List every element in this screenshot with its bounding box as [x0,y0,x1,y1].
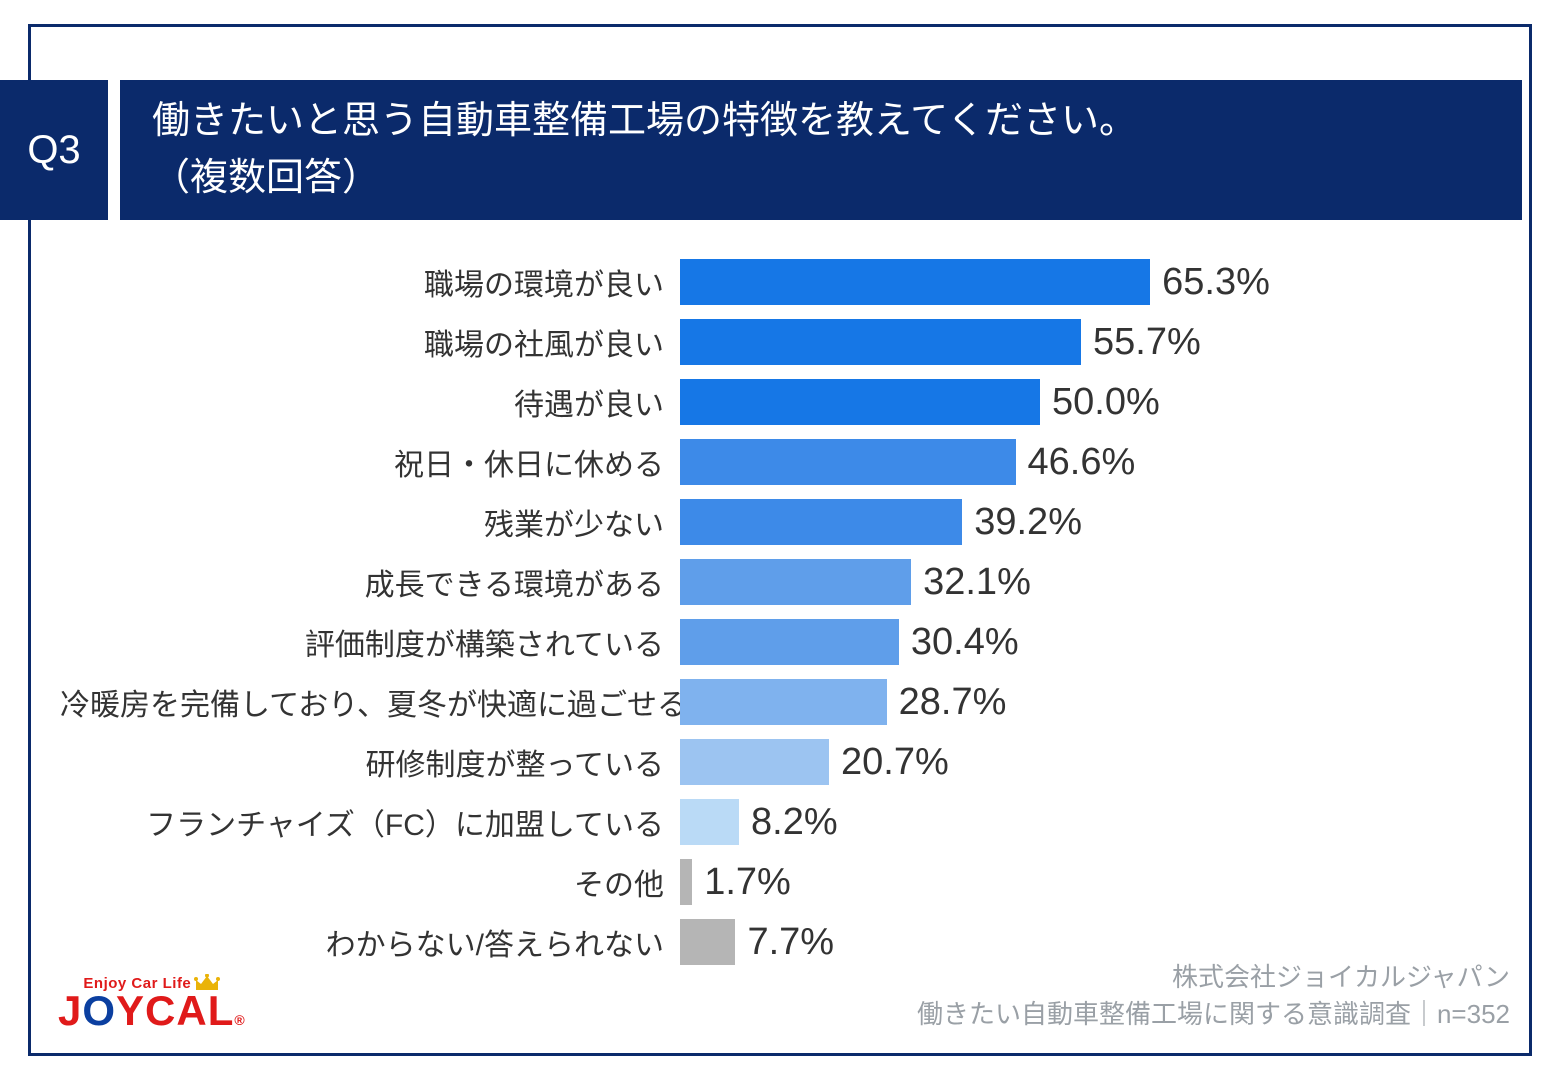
logo-char-a: A [176,990,207,1032]
bar-track: 46.6% [680,439,1400,485]
chart-row: フランチャイズ（FC）に加盟している 8.2% [60,792,1500,852]
bar-value-label: 50.0% [1040,381,1160,424]
bar-track: 50.0% [680,379,1400,425]
bar-category-label: わからない/答えられない [60,920,680,964]
bar [680,499,962,545]
registered-mark: ® [234,1013,245,1027]
bar [680,739,829,785]
bar-category-label: 冷暖房を完備しており、夏冬が快適に過ごせる [60,680,680,724]
bar-value-label: 65.3% [1150,261,1270,304]
chart-row: その他 1.7% [60,852,1500,912]
bar-category-label: 評価制度が構築されている [60,620,680,664]
bar-track: 55.7% [680,319,1400,365]
bar [680,319,1081,365]
bar-value-label: 30.4% [899,621,1019,664]
footer-survey-info: 働きたい自動車整備工場に関する意識調査｜n=352 [917,996,1510,1034]
bar-category-label: 職場の社風が良い [60,320,680,364]
bar-value-label: 20.7% [829,741,949,784]
chart-row: 祝日・休日に休める 46.6% [60,432,1500,492]
bar-value-label: 39.2% [962,501,1082,544]
bar-category-label: その他 [60,860,680,904]
logo-wordmark: J O YC A L ® [58,990,246,1032]
bar-track: 1.7% [680,859,1400,905]
footer-attribution: 株式会社ジョイカルジャパン 働きたい自動車整備工場に関する意識調査｜n=352 [917,959,1510,1034]
bar-value-label: 55.7% [1081,321,1201,364]
bar-category-label: 職場の環境が良い [60,260,680,304]
bar-value-label: 32.1% [911,561,1031,604]
bar-value-label: 28.7% [887,681,1007,724]
footer-company: 株式会社ジョイカルジャパン [917,959,1510,997]
logo-char: O [82,990,116,1032]
bar [680,859,692,905]
bar-category-label: フランチャイズ（FC）に加盟している [60,800,680,844]
bar-category-label: 成長できる環境がある [60,560,680,604]
bar-value-label: 8.2% [739,801,838,844]
bar [680,559,911,605]
bar-track: 28.7% [680,679,1400,725]
chart-row: 成長できる環境がある 32.1% [60,552,1500,612]
bar-category-label: 祝日・休日に休める [60,440,680,484]
joycal-logo: Enjoy Car Life J O YC A L ® [58,974,246,1032]
bar [680,379,1040,425]
bar-track: 30.4% [680,619,1400,665]
logo-a-letter: A [176,987,207,1034]
bar-track: 32.1% [680,559,1400,605]
question-header: Q3 働きたいと思う自動車整備工場の特徴を教えてください。（複数回答） [0,80,1522,220]
bar-track: 65.3% [680,259,1400,305]
chart-row: 冷暖房を完備しており、夏冬が快適に過ごせる 28.7% [60,672,1500,732]
chart-row: 職場の環境が良い 65.3% [60,252,1500,312]
header-gap [108,80,120,220]
bar [680,259,1150,305]
question-title: 働きたいと思う自動車整備工場の特徴を教えてください。（複数回答） [120,80,1522,220]
logo-char: YC [116,990,176,1032]
bar-value-label: 46.6% [1016,441,1136,484]
bar-category-label: 残業が少ない [60,500,680,544]
bar [680,439,1016,485]
chart-row: 残業が少ない 39.2% [60,492,1500,552]
bar-track: 8.2% [680,799,1400,845]
bar-chart: 職場の環境が良い 65.3% 職場の社風が良い 55.7% 待遇が良い 50.0% 祝日・休… [60,252,1500,1010]
logo-char: L [208,990,235,1032]
bar [680,919,735,965]
chart-row: 研修制度が整っている 20.7% [60,732,1500,792]
question-number-tag: Q3 [0,80,108,220]
bar [680,619,899,665]
bar-category-label: 研修制度が整っている [60,740,680,784]
logo-char: J [58,990,82,1032]
bar-track: 39.2% [680,499,1400,545]
bar [680,799,739,845]
chart-row: 待遇が良い 50.0% [60,372,1500,432]
chart-row: 職場の社風が良い 55.7% [60,312,1500,372]
bar [680,679,887,725]
bar-category-label: 待遇が良い [60,380,680,424]
chart-row: 評価制度が構築されている 30.4% [60,612,1500,672]
bar-value-label: 1.7% [692,861,791,904]
bar-value-label: 7.7% [735,921,834,964]
bar-track: 20.7% [680,739,1400,785]
